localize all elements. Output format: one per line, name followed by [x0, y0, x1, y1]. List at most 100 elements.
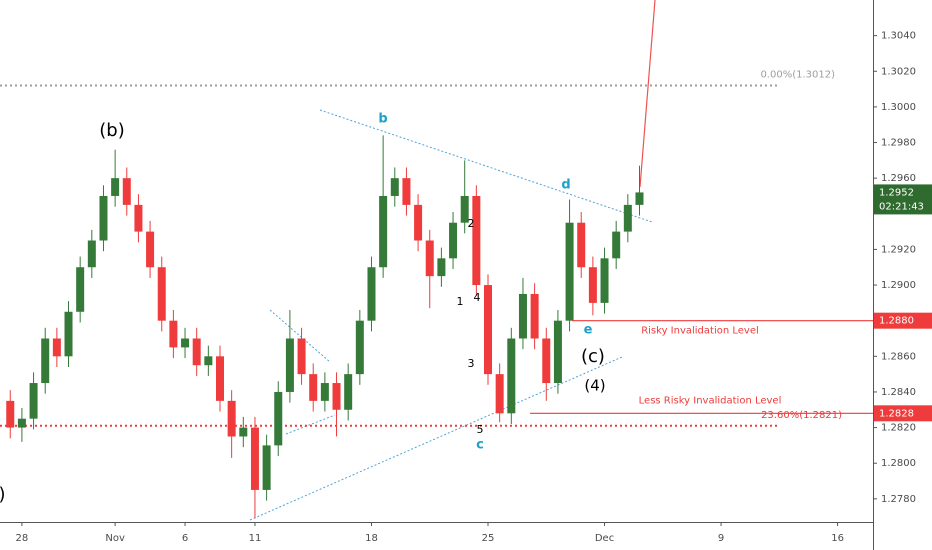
wave-label: 1	[457, 295, 464, 308]
wave-label: 2	[468, 217, 475, 230]
candle-body	[577, 222, 586, 268]
candle-body	[64, 311, 73, 357]
trendline	[285, 414, 336, 435]
wave-label: 4	[474, 291, 481, 304]
candle-body	[250, 427, 259, 490]
level-label: Less Risky Invalidation Level	[639, 395, 782, 406]
wave-label: b	[378, 112, 387, 127]
candle-body	[367, 267, 376, 321]
level-label: Risky Invalidation Level	[641, 326, 759, 337]
x-tick-label: 28	[16, 533, 29, 544]
x-tick-label: 25	[482, 533, 495, 544]
price-tag-label: 1.2880	[879, 316, 914, 327]
wave-label: (b)	[99, 120, 124, 141]
price-tag	[874, 405, 932, 422]
x-tick-label: Nov	[105, 533, 125, 544]
candle-body	[460, 195, 469, 223]
candle-body	[425, 240, 434, 277]
candle-body	[41, 338, 50, 384]
wave-label: 5	[477, 423, 484, 436]
candle-body	[542, 338, 551, 384]
x-tick-label: 6	[182, 533, 188, 544]
candle-body	[122, 178, 131, 205]
candle-body	[215, 356, 224, 401]
x-tick-label: 18	[365, 533, 378, 544]
candle-body	[344, 374, 353, 410]
wave-label: e	[584, 323, 593, 338]
candle-body	[111, 178, 120, 196]
wave-label: 3	[468, 357, 475, 370]
candle-body	[332, 383, 341, 410]
candle-body	[565, 222, 574, 321]
candle-body	[29, 383, 38, 419]
candle-body	[192, 338, 201, 366]
x-tick-label: 16	[831, 533, 844, 544]
candle-body	[437, 258, 446, 277]
plot-area	[0, 0, 873, 521]
candle-body	[227, 400, 236, 437]
candle-body	[274, 391, 283, 446]
wave-label: d	[561, 178, 570, 193]
y-tick-label: 1.2800	[881, 458, 916, 469]
price-tag-label: 1.2952	[879, 187, 914, 198]
y-tick-label: 1.2960	[881, 173, 916, 184]
y-tick-label: 1.2840	[881, 387, 916, 398]
candle-body	[76, 267, 85, 312]
candle-body	[623, 204, 632, 232]
candle-body	[449, 222, 458, 259]
y-tick-label: 1.2820	[881, 423, 916, 434]
x-tick-label: Dec	[595, 533, 614, 544]
candle-body	[390, 178, 399, 196]
candle-body	[472, 195, 481, 286]
candle-body	[402, 178, 411, 205]
candle-body	[530, 293, 539, 339]
candle-body	[484, 285, 493, 375]
candle-body	[99, 195, 108, 241]
y-tick-label: 1.3020	[881, 66, 916, 77]
candle-body	[588, 267, 597, 303]
x-tick-label: 9	[718, 533, 724, 544]
candle-body	[17, 418, 26, 428]
candle-body	[204, 356, 213, 366]
wave-label: (4)	[584, 377, 605, 395]
y-tick-label: 1.3000	[881, 102, 916, 113]
candle-body	[181, 338, 190, 348]
y-tick-label: 1.2920	[881, 244, 916, 255]
candle-body	[495, 374, 504, 414]
candle-body	[297, 338, 306, 375]
candle-body	[507, 338, 516, 414]
price-tag	[874, 184, 932, 215]
countdown-label: 02:21:43	[879, 201, 924, 212]
candle-body	[262, 445, 271, 490]
candle-body	[6, 400, 15, 428]
candle-body	[414, 204, 423, 241]
candle-body	[157, 267, 166, 321]
candle-body	[553, 320, 562, 384]
projection-line	[639, 0, 656, 188]
y-tick-label: 1.2980	[881, 138, 916, 149]
price-tag	[874, 312, 932, 329]
fib-label: 0.00%(1.3012)	[760, 70, 835, 81]
fib-label: 23.60%(1.2821)	[761, 410, 842, 421]
wave-label: c	[476, 438, 484, 453]
y-tick-label: 1.3040	[881, 31, 916, 42]
price-tag-label: 1.2828	[879, 408, 914, 419]
candle-body	[518, 293, 527, 339]
candle-body	[285, 338, 294, 392]
candle-body	[52, 338, 61, 357]
candle-body	[239, 427, 248, 437]
wave-label: )	[0, 484, 6, 505]
wave-label: (c)	[581, 346, 605, 367]
candle-body	[309, 374, 318, 401]
y-tick-label: 1.2860	[881, 351, 916, 362]
candle-body	[320, 383, 329, 401]
x-tick-label: 11	[249, 533, 262, 544]
candle-body	[134, 204, 143, 232]
candle-body	[379, 195, 388, 268]
y-tick-label: 1.2900	[881, 280, 916, 291]
y-tick-label: 1.2780	[881, 494, 916, 505]
candle-body	[355, 320, 364, 375]
candle-body	[600, 258, 609, 303]
